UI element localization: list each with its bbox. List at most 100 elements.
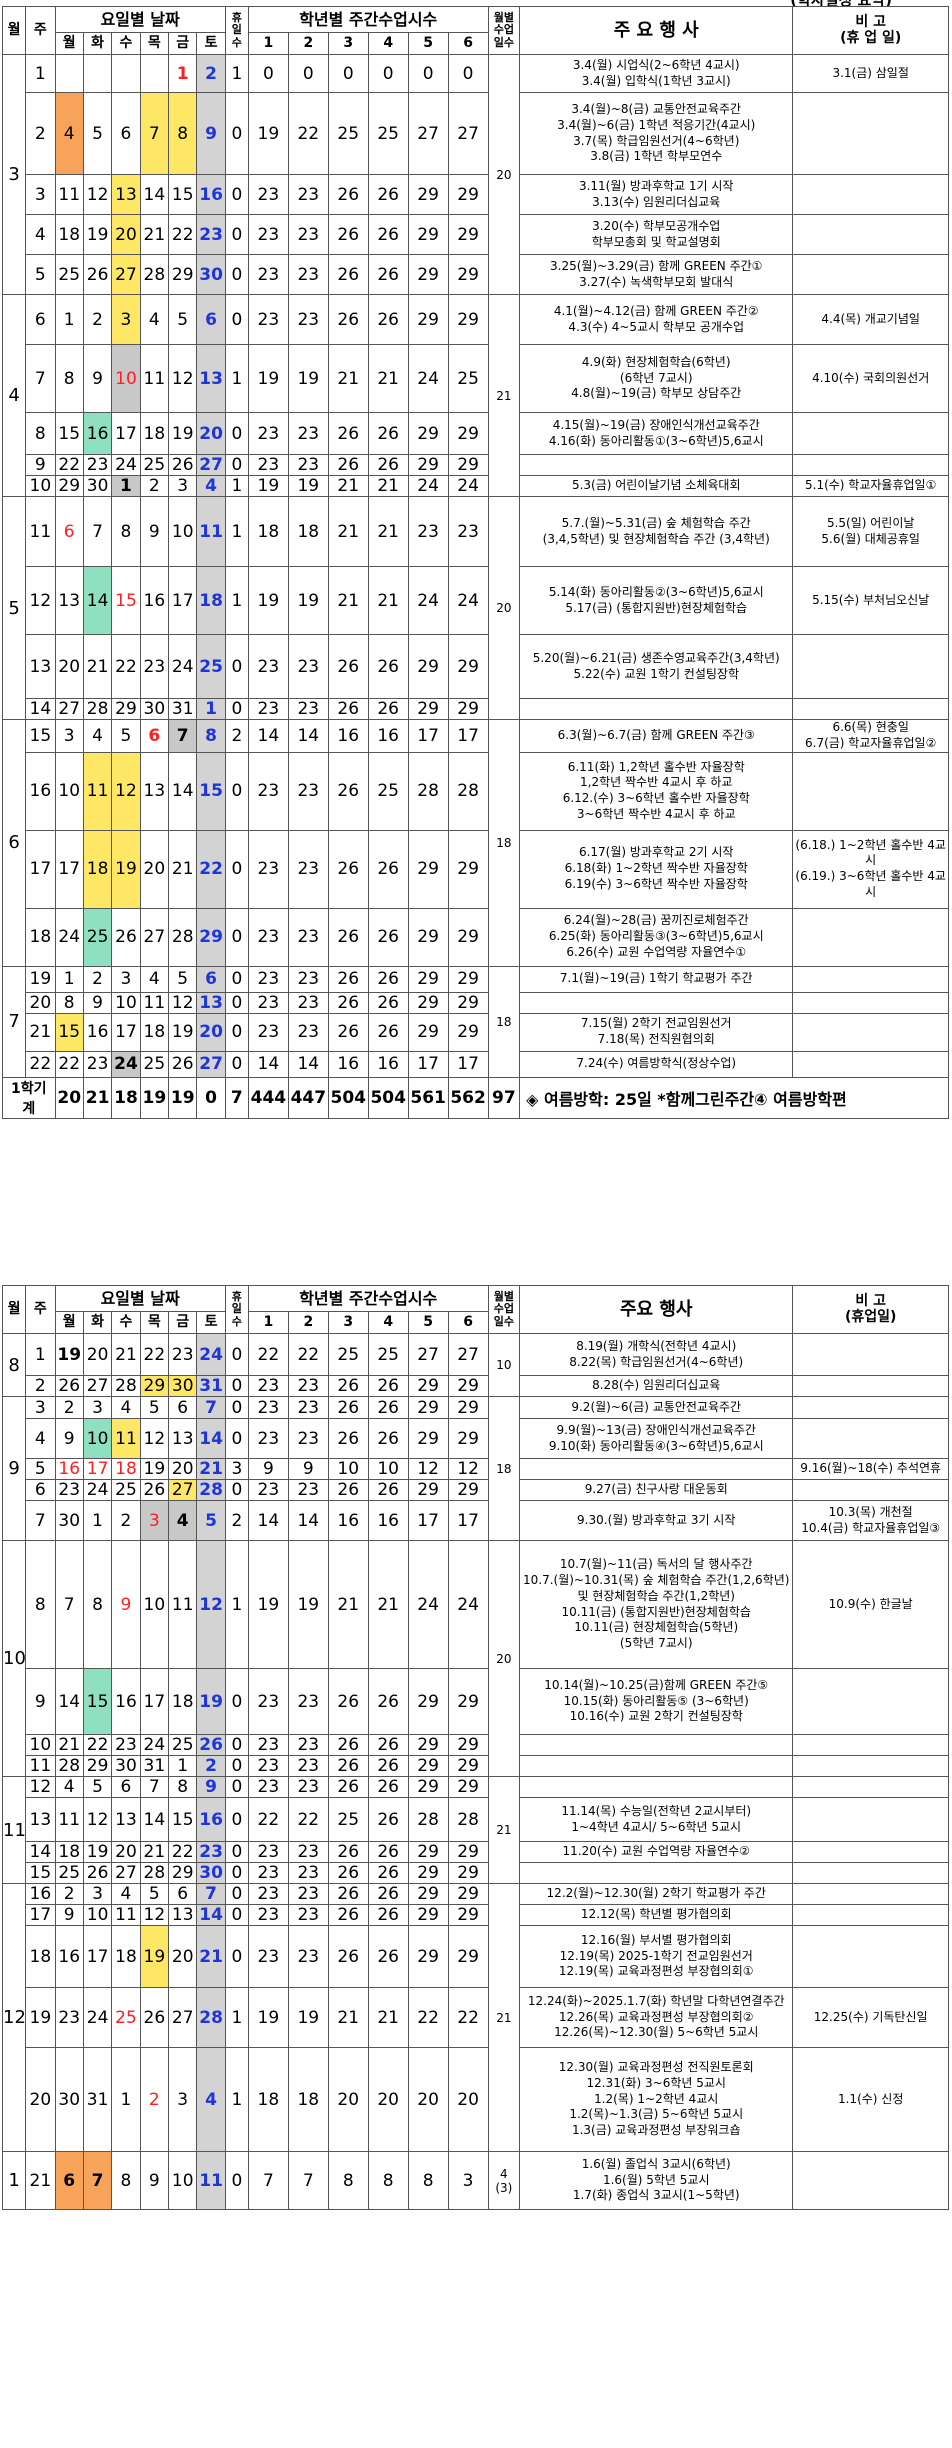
event-list: 9.27(금) 친구사랑 대운동회 — [519, 1479, 794, 1501]
weekly-hours: 29 — [447, 1925, 489, 1988]
grade-header: 6 — [447, 1311, 489, 1334]
weekly-hours: 23 — [287, 1904, 329, 1926]
events-header: 주 요 행 사 — [519, 6, 794, 55]
weekly-hours: 29 — [407, 907, 449, 967]
date-cell: 11 — [111, 1904, 141, 1926]
weekly-hours: 17 — [447, 1050, 489, 1078]
date-cell: 11 — [82, 751, 113, 831]
week-row: 5 11 6 7 8 9 10 11 1 18 18 21 21 23 23 20 5.7.(월)~5.31(금… — [1, 496, 949, 720]
date-cell: 5 — [82, 1776, 113, 1798]
event-list: 9.9(월)~13(금) 장애인식개선교육주간 9.10(화) 동아리활동④(3… — [519, 1418, 794, 1459]
holiday-note — [792, 698, 949, 720]
date-cell: 2 — [54, 1883, 84, 1905]
date-cell: 15 — [168, 1797, 198, 1842]
holiday-note — [792, 1479, 949, 1501]
holiday-count: 0 — [224, 1776, 249, 1798]
event-list: 1.6(월) 졸업식 3교시(6학년) 1.6(월) 5학년 5교시 1.7(화… — [519, 2151, 794, 2210]
date-cell: 7 — [139, 1776, 170, 1798]
weekly-hours: 26 — [327, 1375, 369, 1397]
event-list: 7.1(월)~19(금) 1학기 학교평가 주간 — [519, 965, 794, 993]
weekly-hours: 23 — [287, 1862, 329, 1884]
date-cell: 28 — [54, 1755, 84, 1777]
weekly-hours: 23 — [287, 751, 329, 831]
date-cell: 10 — [168, 2151, 198, 2210]
weekly-hours: 29 — [407, 1862, 449, 1884]
date-cell: 7 — [139, 92, 170, 175]
holiday-note — [792, 1797, 949, 1842]
date-cell: 22 — [111, 634, 141, 699]
date-cell — [82, 54, 113, 93]
holiday-note — [792, 214, 949, 255]
weekly-hours: 23 — [287, 412, 329, 455]
weekly-hours: 25 — [367, 751, 409, 831]
weekly-hours: 0 — [287, 54, 329, 93]
event-list — [519, 1862, 794, 1884]
weekly-hours: 21 — [327, 496, 369, 567]
weekly-hours: 20 — [447, 2047, 489, 2152]
date-cell: 23 — [196, 214, 226, 255]
weekly-hours: 26 — [327, 907, 369, 967]
date-cell: 23 — [139, 634, 170, 699]
week-row: 11 28 29 30 31 1 2 0 23 23 26 26 29 29 — [3, 1755, 949, 1777]
event-list — [519, 1776, 794, 1798]
week-number: 3 — [25, 174, 56, 215]
weekly-hours: 29 — [407, 698, 449, 720]
weekly-hours: 26 — [367, 634, 409, 699]
holiday-note — [792, 412, 949, 455]
weekly-hours: 26 — [367, 454, 409, 476]
weekly-hours: 23 — [247, 698, 289, 720]
date-cell: 11 — [139, 991, 170, 1014]
week-number: 21 — [25, 2151, 56, 2210]
date-cell: 13 — [111, 174, 141, 215]
date-cell: 3 — [54, 719, 84, 753]
weekly-hours: 21 — [367, 1987, 409, 2048]
date-cell: 14 — [196, 1904, 226, 1926]
holiday-note — [792, 1925, 949, 1988]
total-value: 444 — [247, 1076, 289, 1119]
events-header: 주요 행사 — [519, 1285, 794, 1334]
grade-header: 2 — [287, 32, 329, 55]
weekly-hours: 29 — [447, 1668, 489, 1735]
weekly-hours: 23 — [247, 1841, 289, 1863]
weekly-hours: 26 — [327, 1734, 369, 1756]
date-cell: 27 — [111, 254, 141, 295]
holiday-count: 0 — [224, 1755, 249, 1777]
weekly-hours: 29 — [447, 1375, 489, 1397]
date-cell: 30 — [139, 698, 170, 720]
event-list: 10.14(월)~10.25(금)함께 GREEN 주간⑤ 10.15(화) 동… — [519, 1668, 794, 1735]
weekly-hours: 23 — [287, 174, 329, 215]
day-header: 월 — [54, 1311, 84, 1334]
date-cell: 12 — [168, 991, 198, 1014]
holiday-count: 0 — [224, 412, 249, 455]
weekly-hours: 29 — [407, 991, 449, 1014]
monthly-days: 18 — [487, 719, 521, 967]
weekly-hours: 23 — [287, 214, 329, 255]
date-cell: 10 — [111, 344, 141, 413]
weekly-hours: 29 — [407, 174, 449, 215]
date-cell: 31 — [168, 698, 198, 720]
weekly-hours: 29 — [407, 965, 449, 993]
weekly-hours: 24 — [407, 566, 449, 635]
date-cell: 1 — [54, 965, 84, 993]
weekly-hours: 29 — [447, 1012, 489, 1052]
date-cell: 4 — [54, 1776, 84, 1798]
date-cell: 6 — [111, 92, 141, 175]
month-cell: 12 — [1, 1883, 27, 2152]
weekly-hours: 0 — [327, 54, 369, 93]
date-cell: 18 — [196, 566, 226, 635]
weekly-hours: 17 — [447, 1500, 489, 1541]
event-list: 10.7(월)~11(금) 독서의 달 행사주간 10.7.(월)~10.31(… — [519, 1540, 794, 1669]
weekly-hours: 29 — [447, 1479, 489, 1501]
event-list: 3.11(월) 방과후학교 1기 시작 3.13(수) 임원리더십교육 — [519, 174, 794, 215]
weekly-hours: 19 — [247, 566, 289, 635]
week-number: 4 — [25, 214, 56, 255]
holiday-note: 6.6(목) 현충일 6.7(금) 학교자율휴업일② — [792, 719, 949, 753]
date-cell: 3 — [168, 2047, 198, 2152]
weekly-hours: 26 — [367, 294, 409, 345]
date-cell: 26 — [82, 1862, 113, 1884]
holiday-count: 0 — [224, 1841, 249, 1863]
weekly-hours: 23 — [247, 1375, 289, 1397]
date-cell: 26 — [54, 1375, 84, 1397]
total-value: 18 — [111, 1076, 141, 1119]
holiday-count: 0 — [224, 829, 249, 909]
